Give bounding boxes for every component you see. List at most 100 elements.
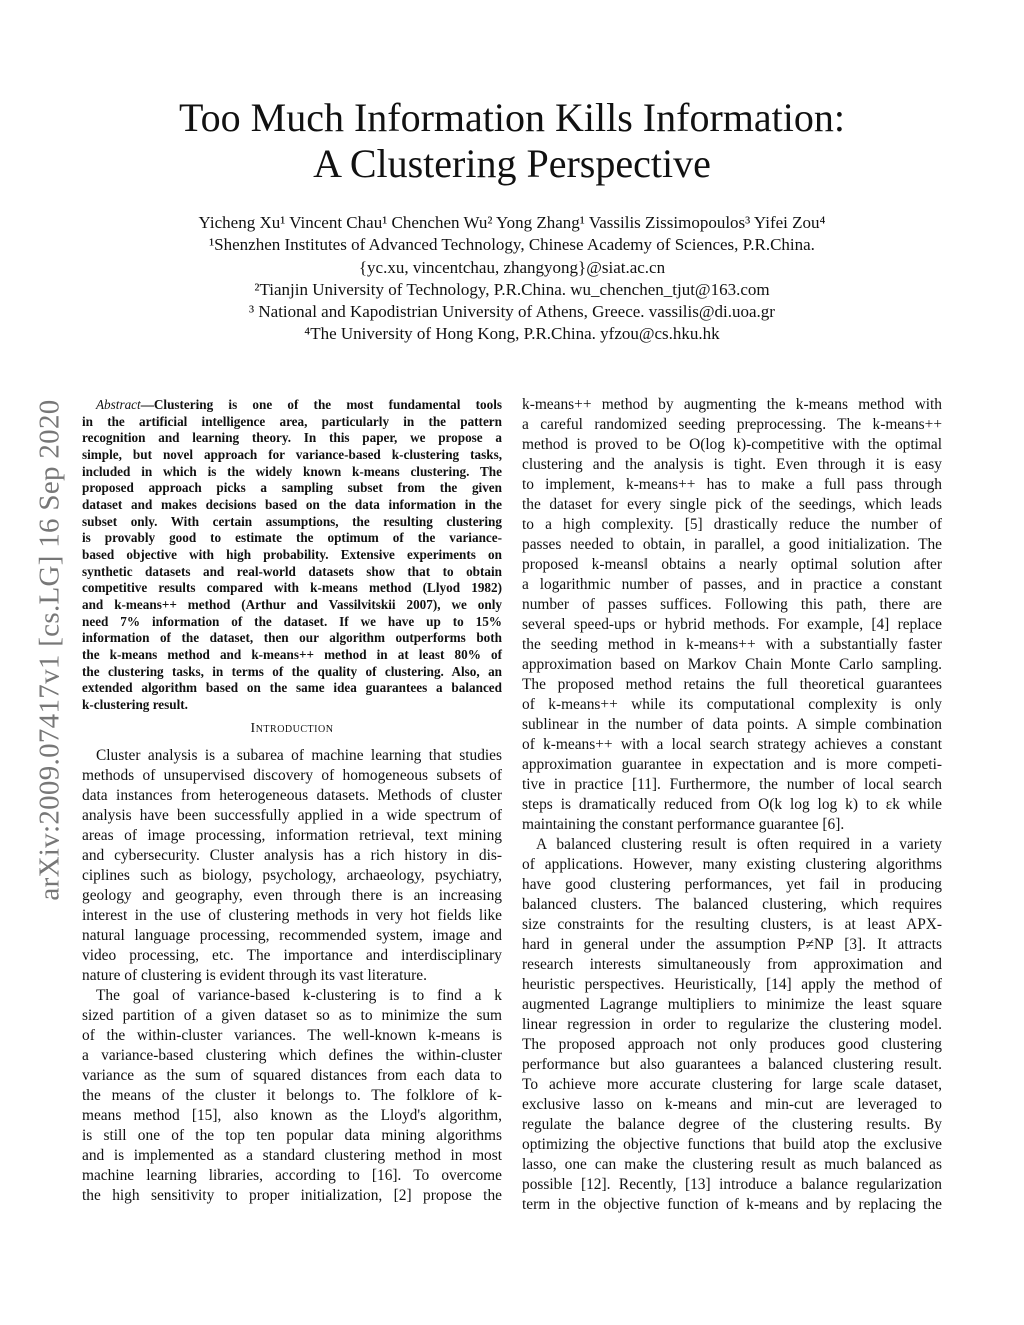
paragraph-line: linear regression in order to regularize… [522,1016,942,1033]
abstract-line: k-clustering result. [82,696,188,712]
paragraph-line: have good clustering performances, yet f… [522,876,942,893]
paragraph-line: To achieve more accurate clustering for … [522,1076,942,1093]
abstract: Abstract—Clustering is one of the most f… [82,397,502,713]
author-block: Yicheng Xu¹ Vincent Chau¹ Chenchen Wu² Y… [0,212,1024,346]
affiliation-4: ⁴The University of Hong Kong, P.R.China.… [304,324,720,344]
abstract-line: competitive results compared with k-mean… [82,580,502,596]
paragraph-line: sublinear in the number of data points. … [522,716,942,733]
abstract-line: the clustering tasks, in terms of the qu… [82,663,502,679]
abstract-line: need 7% information of the dataset. If w… [82,613,502,629]
paragraph-line: proposed k-means‖ obtains a nearly optim… [522,556,942,573]
paragraph-line: sized partition of a given dataset so as… [82,1007,502,1025]
paragraph-line: optimizing the objective functions that … [522,1136,942,1153]
paragraph-line: machine learning libraries, according to… [82,1167,502,1185]
paragraph-line: video processing, etc. The importance an… [82,947,502,965]
abstract-line: simple, but novel approach for variance-… [82,446,502,462]
abstract-line: is provably good to estimate the optimum… [82,530,502,546]
affiliation-1-emails: {yc.xu, vincentchau, zhangyong}@siat.ac.… [358,257,666,277]
abstract-label: Abstract [96,397,141,412]
abstract-line: dataset and makes decisions based on the… [82,496,502,512]
paragraph-line: is still one of the top ten popular data… [82,1127,502,1145]
left-column: Abstract—Clustering is one of the most f… [82,397,502,1206]
paragraph-line: interest in the use of clustering method… [82,907,502,925]
section-heading-introduction: Introduction [250,721,334,737]
paragraph-line: a variance-based clustering which define… [82,1047,502,1065]
affiliation-3: ³ National and Kapodistrian University o… [249,302,775,322]
title-line-2: A Clustering Perspective [313,141,711,186]
introduction-body: Cluster analysis is a subarea of machine… [82,746,502,1206]
paragraph-line: a careful randomized seeding preprocessi… [522,416,942,433]
abstract-line: proposed approach picks a sampling subse… [82,480,502,496]
paragraph-line: the means of the cluster it belongs to. … [82,1087,502,1105]
paragraph-line: method is proved to be O(log k)-competit… [522,436,942,453]
abstract-line: based objective with high probability. E… [82,546,502,562]
paragraph-line: areas of image processing, information r… [82,827,502,845]
paragraph-line: clustering and the analysis is tight. Ev… [522,456,942,473]
title-line-1: Too Much Information Kills Information: [179,95,845,140]
paragraph-line: hard in general under the assumption P≠N… [522,936,942,953]
paragraph-line: number of passes suffices. Following thi… [522,596,942,613]
paragraph-line: approximation based on Markov Chain Mont… [522,656,942,673]
paragraph-line: heuristic perspectives. Heuristically, [… [522,976,942,993]
paragraph-line: means method [15], also known as the Llo… [82,1107,502,1125]
paragraph-line: The proposed approach not only produces … [522,1036,942,1053]
paragraph-line: The proposed method retains the full the… [522,676,942,693]
introduction-body-continued: k-means++ method by augmenting the k-mea… [522,395,942,1215]
abstract-line: extended algorithm based on the same ide… [82,680,502,696]
paragraph-line: A balanced clustering result is often re… [536,836,942,853]
right-column: k-means++ method by augmenting the k-mea… [522,395,942,1215]
author-names: Yicheng Xu¹ Vincent Chau¹ Chenchen Wu² Y… [198,213,826,232]
paragraph-line: the seeding method in k-means++ with a s… [522,636,942,653]
paragraph-line: tive in practice [11]. Furthermore, the … [522,776,942,793]
paragraph-line: the dataset for every single pick of the… [522,496,942,513]
abstract-line: Abstract—Clustering is one of the most f… [82,397,502,414]
paragraph-line: passes needed to obtain, in parallel, a … [522,536,942,553]
affiliation-1: ¹Shenzhen Institutes of Advanced Technol… [209,235,815,255]
paragraph-line: augmented Lagrange multipliers to minimi… [522,996,942,1013]
paragraph-line: geology and geography, even through ther… [82,887,502,905]
paragraph-line: balanced clusters. The balanced clusteri… [522,896,942,913]
paragraph-line: regulate the balance degree of the clust… [522,1116,942,1133]
paragraph-line: the high sensitivity to proper initializ… [82,1187,502,1205]
paragraph-line: k-means++ method by augmenting the k-mea… [522,396,942,413]
abstract-line: the k-means method and k-means++ method … [82,646,502,662]
paragraph-line: nature of clustering is evident through … [82,967,427,985]
paragraph-line: term in the objective function of k-mean… [522,1196,942,1213]
paragraph-line: size constraints for the resulting clust… [522,916,942,933]
paragraph-line: methods of unsupervised discovery of hom… [82,767,502,785]
abstract-line: included in which is the widely known k-… [82,463,502,479]
abstract-line: subset only. With certain assumptions, t… [82,513,502,529]
abstract-line: and k-means++ method (Arthur and Vassilv… [82,596,502,612]
arxiv-identifier-stamp[interactable]: arXiv:2009.07417v1 [cs.LG] 16 Sep 2020 [33,399,66,901]
paragraph-line: and cybersecurity. Cluster analysis has … [82,847,502,865]
paragraph-line: variance as the sum of squared distances… [82,1067,502,1085]
paragraph-line: lasso, one can make the clustering resul… [522,1156,942,1173]
paragraph-line: ciplines such as biology, psychology, ar… [82,867,502,885]
abstract-line: in the artificial intelligence area, par… [82,413,502,429]
paragraph-line: approximation guarantee in expectation a… [522,756,942,773]
paragraph-line: of k-means++ while its computational com… [522,696,942,713]
paragraph-line: maintaining the constant performance gua… [522,816,845,833]
paragraph-line: exclusive lasso on k-means and min-cut a… [522,1096,942,1113]
paragraph-line: steps is dramatically reduced from O(k l… [522,796,942,813]
paragraph-line: and is implemented as a standard cluster… [82,1147,502,1165]
affiliation-2: ²Tianjin University of Technology, P.R.C… [254,279,770,299]
paragraph-line: of the within-cluster variances. The wel… [82,1027,502,1045]
paragraph-line: data instances from heterogeneous datase… [82,787,502,805]
abstract-line: information of the dataset, then our alg… [82,630,502,646]
paragraph-line: possible [12]. Recently, [13] introduce … [522,1176,942,1193]
paragraph-line: The goal of variance-based k-clustering … [96,987,502,1005]
abstract-text: —Clustering is one of the most fundament… [140,397,502,412]
paragraph-line: to implement, k-means++ has to make a fu… [522,476,942,493]
paragraph-line: performance but also guarantees a balanc… [522,1056,942,1073]
paragraph-line: analysis have been successfully applied … [82,807,502,825]
paragraph-line: a logarithmic number of passes, and in p… [522,576,942,593]
paragraph-line: research interests simultaneously from a… [522,956,942,973]
paper-title: Too Much Information Kills Information: … [0,95,1024,187]
paragraph-line: to a high complexity. [5] drastically re… [522,516,942,533]
paragraph-line: of applications. However, many existing … [522,856,942,873]
paragraph-line: several speed-ups or hybrid methods. For… [522,616,942,633]
paragraph-line: of k-means++ with a local search strateg… [522,736,942,753]
abstract-line: synthetic datasets and real-world datase… [82,563,502,579]
abstract-line: recognition and learning theory. In this… [82,430,502,446]
